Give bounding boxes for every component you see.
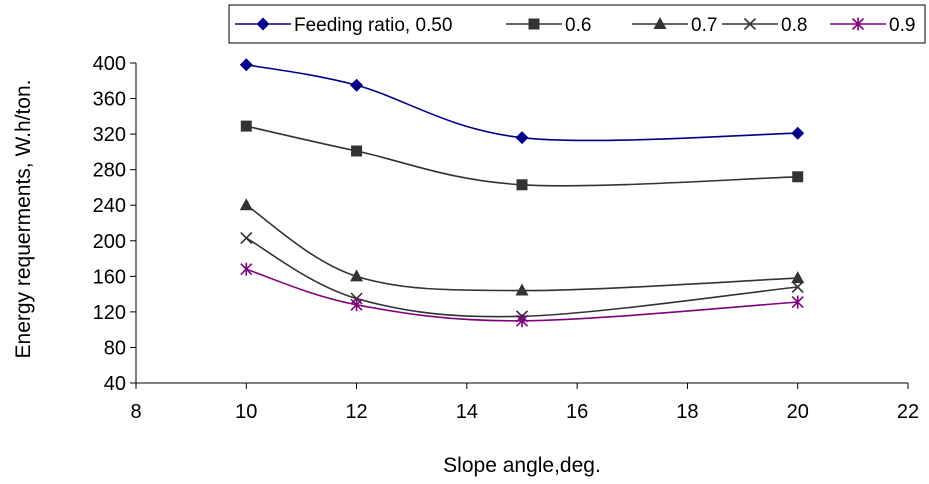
legend-label: 0.7 xyxy=(691,15,717,36)
legend-marker xyxy=(256,17,270,31)
y-tick-label: 320 xyxy=(93,124,126,146)
data-point xyxy=(791,295,804,309)
y-tick-label: 200 xyxy=(93,231,126,253)
data-point xyxy=(515,131,529,145)
legend-item-4: 0.9 xyxy=(830,15,915,36)
y-tick-label: 80 xyxy=(104,337,126,359)
series-2 xyxy=(239,198,805,296)
data-point xyxy=(350,269,364,282)
x-tick-label: 14 xyxy=(456,401,478,423)
data-point xyxy=(350,298,363,312)
axes: 40 80 120 160 200 240 280 320 360 400 8 10 12 14 16 18 2… xyxy=(93,53,920,423)
legend-item-2: 0.7 xyxy=(632,15,717,36)
y-tick-label: 120 xyxy=(93,302,126,324)
series-line xyxy=(246,63,798,142)
legend-marker xyxy=(851,17,865,31)
legend-marker xyxy=(653,17,667,29)
series-line xyxy=(246,268,798,322)
y-tick-label: 40 xyxy=(104,373,126,395)
y-tick-label: 400 xyxy=(93,53,126,75)
y-axis-title: Energy requerments, W.h/ton. xyxy=(12,80,35,359)
data-point xyxy=(792,171,804,183)
series-0 xyxy=(239,58,805,145)
series-layer xyxy=(239,58,805,328)
legend-label: 0.8 xyxy=(781,15,807,36)
x-tick-label: 18 xyxy=(676,401,698,423)
data-point xyxy=(791,126,805,140)
legend-item-3: 0.8 xyxy=(722,15,807,36)
data-point xyxy=(239,58,253,72)
data-point xyxy=(350,78,364,92)
series-1 xyxy=(240,120,804,191)
x-axis-title: Slope angle,deg. xyxy=(443,454,601,477)
legend-label: 0.6 xyxy=(565,15,591,36)
data-point xyxy=(515,283,529,296)
x-tick-label: 8 xyxy=(130,401,141,423)
data-point xyxy=(791,280,804,294)
data-point xyxy=(515,314,529,328)
x-tick-label: 10 xyxy=(235,401,257,423)
series-4 xyxy=(240,262,804,328)
legend-item-1: 0.6 xyxy=(506,15,591,36)
x-tick-label: 20 xyxy=(787,401,809,423)
data-point xyxy=(791,271,805,284)
y-tick-label: 360 xyxy=(93,89,126,111)
x-tick-label: 12 xyxy=(345,401,367,423)
y-tick-label: 240 xyxy=(93,195,126,217)
series-line xyxy=(245,204,798,292)
series-line xyxy=(246,125,798,187)
y-tick-label: 280 xyxy=(93,160,126,182)
legend-label: 0.9 xyxy=(889,15,915,36)
legend-marker xyxy=(528,18,540,30)
data-point xyxy=(351,145,363,157)
x-tick-label: 16 xyxy=(566,401,588,423)
legend-box xyxy=(228,4,926,44)
data-point xyxy=(240,232,253,245)
data-point xyxy=(516,179,528,191)
legend: Feeding ratio, 0.50 0.6 0.7 0.8 0.9 xyxy=(228,4,926,44)
data-point xyxy=(240,120,252,132)
data-point xyxy=(239,198,253,211)
legend-item-0: Feeding ratio, 0.50 xyxy=(235,15,452,36)
x-tick-label: 22 xyxy=(897,401,919,423)
data-point xyxy=(240,262,253,276)
legend-marker xyxy=(743,17,757,31)
series-line xyxy=(245,237,798,318)
legend-label: Feeding ratio, 0.50 xyxy=(294,15,452,36)
y-tick-label: 160 xyxy=(93,266,126,288)
